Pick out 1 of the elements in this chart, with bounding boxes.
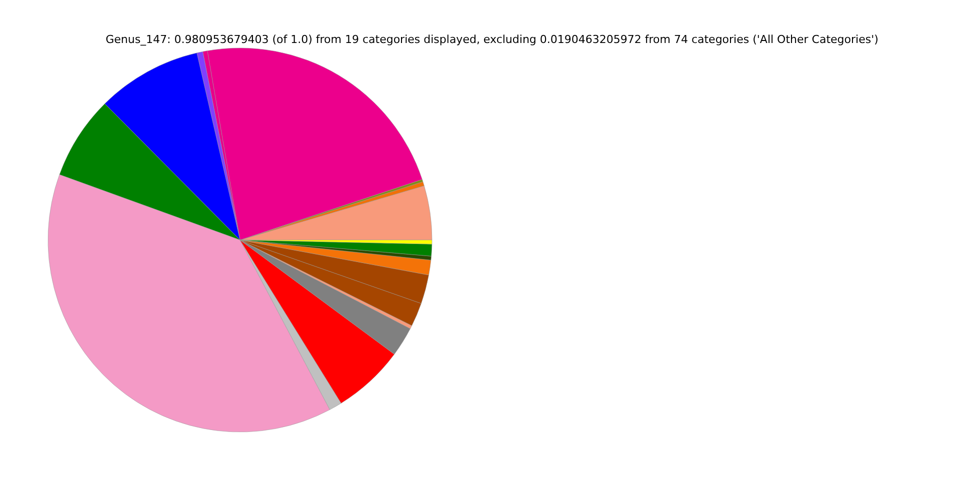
- text: Genus_147: 0.980953679403 (of 1.0) from 19 categories displayed, excluding 0.0190463205972 from 74 categories ('All Other Categories'): [106, 33, 878, 46]
